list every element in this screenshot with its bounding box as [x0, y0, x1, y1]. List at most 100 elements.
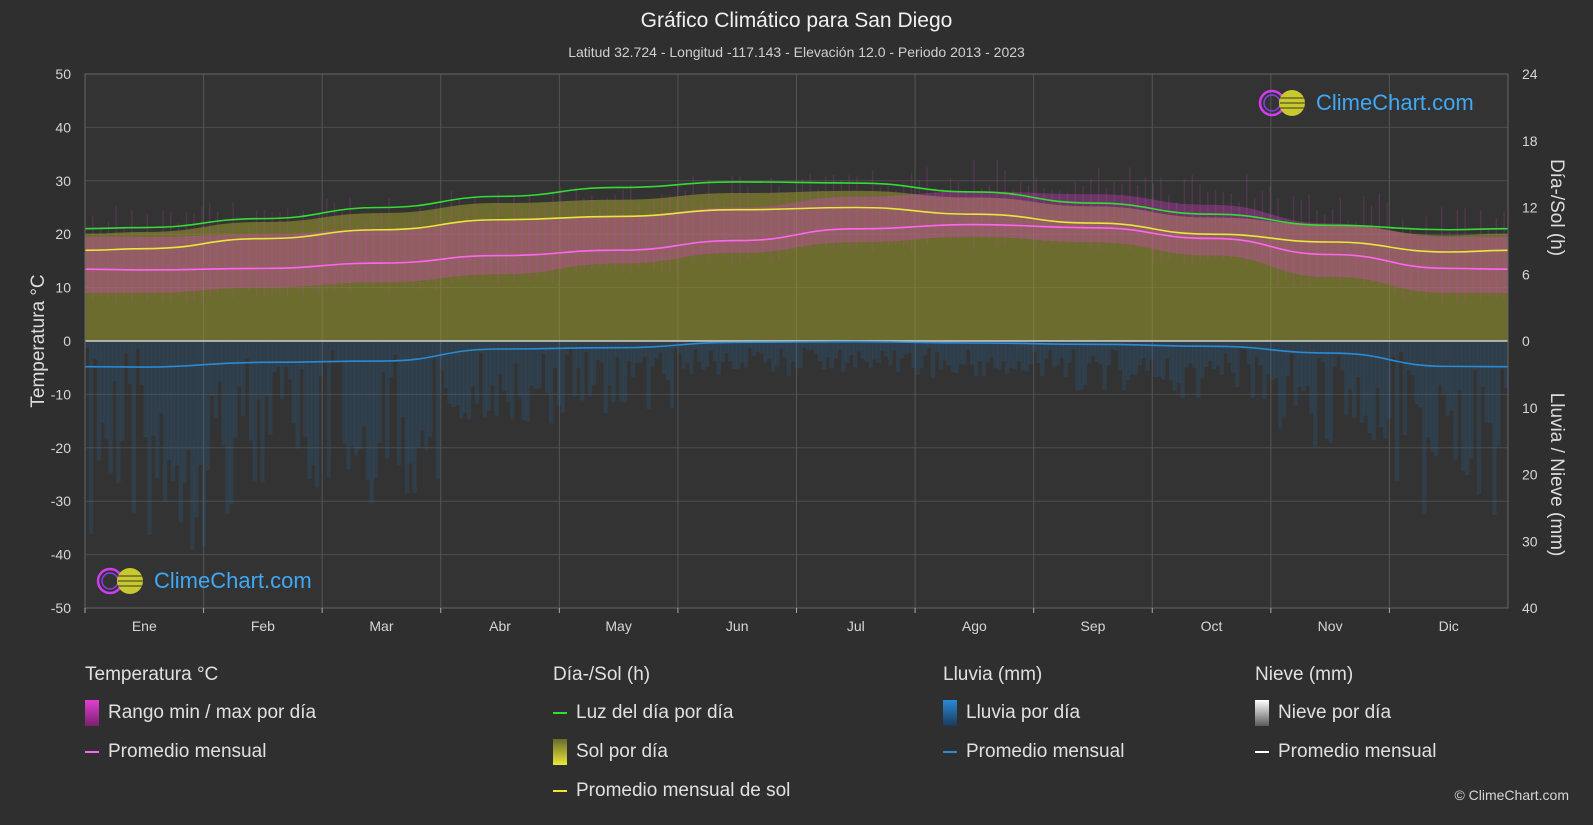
rain-day-bar — [334, 341, 339, 362]
y-right-hours-tick-label: 18 — [1522, 133, 1538, 149]
rain-day-bar — [778, 341, 784, 349]
rain-day-bar — [841, 341, 846, 372]
swatch-rain — [943, 700, 957, 726]
rain-day-bar — [1352, 341, 1357, 419]
rain-day-bar — [1075, 341, 1080, 391]
rain-day-bar — [455, 341, 460, 405]
rain-day-bar — [85, 341, 90, 348]
rain-day-bar — [1297, 341, 1302, 387]
rain-day-bar — [365, 341, 370, 481]
rain-day-bar — [1106, 341, 1111, 365]
rain-day-bar — [806, 341, 811, 350]
swatch-rain-avg — [943, 751, 957, 753]
legend-item-sunshine: Sol por día — [553, 739, 790, 765]
rain-day-bar — [186, 341, 191, 450]
rain-day-bar — [205, 341, 211, 471]
rain-day-bar — [931, 341, 936, 378]
rain-day-bar — [810, 341, 815, 351]
legend-title-temperature: Temperatura °C — [85, 664, 219, 685]
rain-day-bar — [1164, 341, 1170, 359]
temp-range-band — [85, 191, 1508, 293]
rain-day-bar — [1016, 341, 1022, 362]
rain-day-bar — [576, 341, 581, 369]
rain-day-bar — [907, 341, 912, 353]
series-daylight — [84, 181, 1509, 231]
rain-day-bar — [1094, 341, 1100, 362]
swatch-temp-avg — [85, 751, 99, 753]
rain-day-bar — [958, 341, 963, 364]
rain-day-bar — [182, 341, 187, 484]
rain-day-bar — [377, 341, 382, 443]
rain-day-bar — [1051, 341, 1057, 368]
legend-temperature: Temperatura °C Rango min / max por día P… — [85, 664, 316, 780]
rain-day-bar — [494, 341, 499, 416]
swatch-temp-range — [85, 700, 99, 726]
rain-day-bar — [354, 341, 359, 456]
rain-day-bar — [1168, 341, 1174, 381]
rain-day-bar — [1328, 341, 1333, 444]
rain-day-bar — [396, 341, 402, 466]
rain-day-bar — [88, 341, 94, 535]
swatch-sunshine — [553, 739, 567, 765]
x-tick-label: Oct — [1201, 618, 1223, 634]
rain-day-bar — [825, 341, 831, 358]
rain-day-bar — [159, 341, 164, 413]
logo-top[interactable]: ClimeChart.com — [1258, 88, 1474, 118]
rain-day-bar — [1192, 341, 1197, 369]
rain-day-bar — [872, 341, 877, 360]
x-tick-label: Feb — [251, 618, 275, 634]
legend-label: Lluvia por día — [966, 702, 1081, 723]
rain-day-bar — [1461, 341, 1466, 472]
rain-day-bar — [486, 341, 491, 412]
rain-day-bar — [1484, 341, 1489, 423]
rain-day-bar — [607, 341, 612, 386]
rain-day-bar — [1453, 341, 1458, 460]
legend-label: Nieve por día — [1278, 702, 1392, 723]
logo-bottom[interactable]: ClimeChart.com — [96, 566, 312, 596]
rain-day-bar — [1469, 341, 1474, 459]
x-tick-label: May — [605, 618, 631, 634]
rain-day-bar — [221, 341, 226, 446]
rain-day-bar — [700, 341, 706, 370]
rain-day-bar — [1118, 341, 1123, 370]
rain-day-bar — [876, 341, 881, 364]
rain-day-bar — [712, 341, 717, 361]
rain-day-bar — [233, 341, 238, 438]
rain-day-bar — [276, 341, 281, 368]
rain-day-bar — [771, 341, 776, 372]
rain-day-bar — [194, 341, 199, 518]
rain-day-bar — [829, 341, 834, 368]
rain-day-bar — [541, 341, 546, 355]
x-tick-label: Nov — [1318, 618, 1343, 634]
legend-item-daylight: Luz del día por día — [553, 702, 790, 724]
rain-day-bar — [969, 341, 975, 365]
rain-day-bar — [1266, 341, 1271, 374]
rain-day-bar — [131, 341, 137, 514]
rain-day-bar — [1231, 341, 1236, 373]
swatch-sunshine-avg — [553, 790, 567, 792]
y-right-mm-tick-label: 30 — [1522, 533, 1538, 549]
rain-day-bar — [459, 341, 464, 419]
rain-day-bar — [318, 341, 324, 377]
rain-day-bar — [1207, 341, 1213, 362]
rain-day-bar — [1200, 341, 1205, 379]
rain-day-bar — [1238, 341, 1244, 349]
rain-day-bar — [802, 341, 807, 348]
rain-day-bar — [303, 341, 308, 437]
rain-day-bar — [342, 341, 347, 444]
rain-day-bar — [525, 341, 530, 422]
legend-label: Promedio mensual — [1278, 741, 1437, 762]
y-left-tick-label: 40 — [55, 119, 71, 135]
logo-icon — [96, 567, 143, 595]
rain-day-bar — [1324, 341, 1330, 439]
rain-day-bar — [790, 341, 795, 362]
rain-day-bar — [408, 341, 413, 464]
rain-day-bar — [782, 341, 788, 358]
rain-day-bar — [572, 341, 577, 397]
rain-day-bar — [759, 341, 764, 354]
rain-day-bar — [1242, 341, 1248, 350]
rain-day-bar — [1472, 341, 1478, 371]
rain-day-bar — [985, 341, 990, 363]
rain-day-bar — [147, 341, 152, 536]
